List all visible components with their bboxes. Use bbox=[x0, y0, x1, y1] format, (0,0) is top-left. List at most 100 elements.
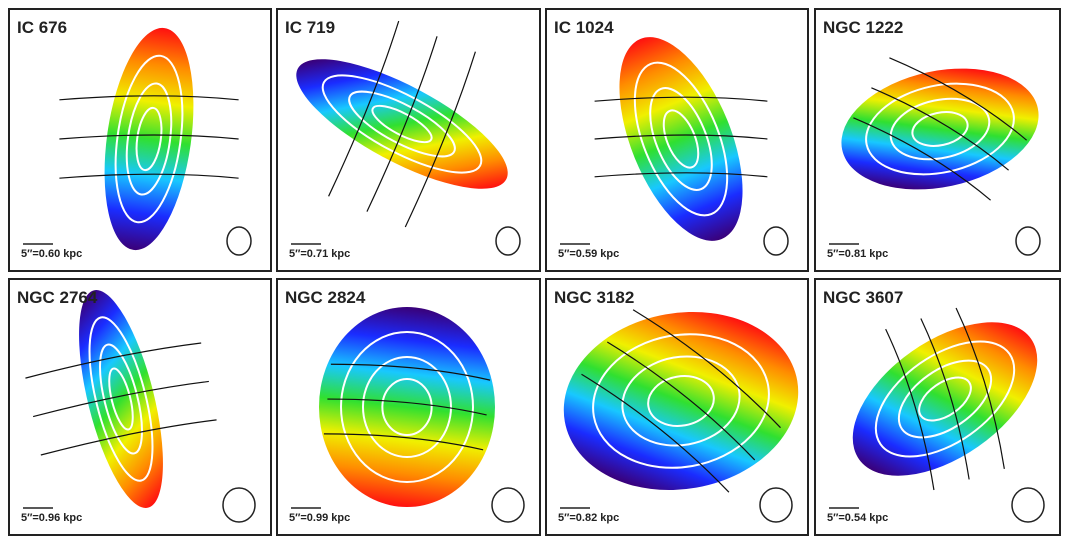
velocity-contour bbox=[581, 373, 730, 493]
intensity-contour bbox=[592, 333, 770, 469]
beam bbox=[759, 487, 793, 523]
panel-title: NGC 1222 bbox=[823, 18, 903, 37]
scale-label: 5″=0.96 kpc bbox=[21, 512, 82, 524]
beam bbox=[222, 487, 256, 523]
velocity-contour bbox=[366, 36, 438, 212]
velocity-contour bbox=[632, 309, 781, 429]
intensity-contour bbox=[114, 54, 184, 224]
intensity-contour bbox=[348, 90, 456, 158]
velocity-map bbox=[841, 57, 1039, 201]
velocity-field bbox=[563, 311, 799, 491]
panel-frame bbox=[814, 278, 1061, 536]
intensity-contour bbox=[874, 340, 1016, 458]
panel: NGC 3607 5″=0.54 kpc bbox=[814, 278, 1061, 536]
intensity-contour bbox=[99, 343, 143, 455]
panel-title: NGC 2824 bbox=[285, 288, 366, 307]
scale-label: 5″=0.54 kpc bbox=[827, 512, 888, 524]
velocity-field bbox=[104, 27, 194, 251]
velocity-contour bbox=[885, 328, 935, 491]
velocity-map bbox=[59, 27, 239, 251]
velocity-contour bbox=[327, 398, 487, 416]
velocity-contour bbox=[404, 51, 476, 228]
velocity-map bbox=[25, 290, 217, 508]
velocity-contour bbox=[871, 87, 1009, 171]
velocity-contour bbox=[330, 363, 491, 381]
intensity-contour bbox=[662, 109, 700, 169]
intensity-contour bbox=[633, 61, 729, 217]
velocity-map bbox=[594, 37, 768, 241]
panel: NGC 3182 5″=0.82 kpc bbox=[545, 278, 809, 536]
panel-frame bbox=[276, 8, 541, 272]
intensity-contour bbox=[647, 375, 715, 427]
scale-label: 5″=0.82 kpc bbox=[558, 512, 619, 524]
beam bbox=[763, 226, 789, 256]
beam bbox=[491, 487, 525, 523]
intensity-contour bbox=[135, 106, 163, 172]
panel-title: NGC 3607 bbox=[823, 288, 903, 307]
panel-title: NGC 2764 bbox=[17, 288, 98, 307]
velocity-field bbox=[319, 307, 495, 507]
panel: NGC 2824 5″=0.99 kpc bbox=[276, 278, 541, 536]
velocity-contour bbox=[59, 173, 239, 179]
velocity-contour bbox=[594, 172, 768, 178]
beam bbox=[1011, 487, 1045, 523]
velocity-contour bbox=[594, 96, 768, 102]
intensity-contour bbox=[897, 359, 993, 439]
velocity-field bbox=[852, 322, 1038, 476]
intensity-contour bbox=[125, 82, 173, 196]
intensity-contour bbox=[649, 87, 713, 191]
scale-label: 5″=0.60 kpc bbox=[21, 248, 82, 260]
scale-label: 5″=0.81 kpc bbox=[827, 248, 888, 260]
panel-frame bbox=[545, 278, 809, 536]
panel-frame bbox=[276, 278, 541, 536]
velocity-map bbox=[296, 20, 508, 228]
velocity-contour bbox=[32, 380, 209, 418]
velocity-map bbox=[319, 307, 495, 507]
panel-title: NGC 3182 bbox=[554, 288, 634, 307]
velocity-contour bbox=[40, 419, 217, 456]
velocity-field bbox=[619, 37, 743, 241]
panel-frame bbox=[545, 8, 809, 272]
velocity-contour bbox=[853, 117, 991, 201]
velocity-map bbox=[563, 309, 799, 493]
velocity-contour bbox=[594, 134, 768, 140]
panel: IC 1024 5″=0.59 kpc bbox=[545, 8, 809, 272]
velocity-field bbox=[296, 59, 508, 189]
panel: IC 676 5″=0.60 kpc bbox=[8, 8, 272, 272]
velocity-contour bbox=[59, 134, 239, 140]
intensity-contour bbox=[108, 367, 134, 431]
panel-frame bbox=[8, 278, 272, 536]
intensity-contour bbox=[865, 82, 1015, 176]
intensity-contour bbox=[381, 378, 433, 436]
beam bbox=[1015, 226, 1041, 256]
intensity-contour bbox=[911, 111, 969, 147]
panel-frame bbox=[814, 8, 1061, 272]
velocity-contour bbox=[328, 20, 400, 197]
velocity-field bbox=[79, 290, 163, 508]
velocity-map bbox=[852, 307, 1038, 491]
intensity-contour bbox=[621, 355, 741, 447]
intensity-contour bbox=[88, 316, 154, 482]
panel-title: IC 1024 bbox=[554, 18, 614, 37]
scale-label: 5″=0.71 kpc bbox=[289, 248, 350, 260]
intensity-contour bbox=[340, 331, 474, 483]
velocity-contour bbox=[606, 341, 756, 461]
panel-title: IC 676 bbox=[17, 18, 67, 37]
beam bbox=[226, 226, 252, 256]
scale-label: 5″=0.59 kpc bbox=[558, 248, 619, 260]
velocity-field bbox=[841, 68, 1039, 190]
scale-label: 5″=0.99 kpc bbox=[289, 512, 350, 524]
velocity-contour bbox=[920, 318, 970, 480]
panel-title: IC 719 bbox=[285, 18, 335, 37]
velocity-contour bbox=[25, 342, 202, 379]
intensity-contour bbox=[889, 97, 991, 161]
panel: IC 719 5″=0.71 kpc bbox=[276, 8, 541, 272]
panel: NGC 1222 5″=0.81 kpc bbox=[814, 8, 1061, 272]
velocity-contour bbox=[59, 95, 239, 101]
intensity-contour bbox=[371, 104, 433, 144]
velocity-contour bbox=[323, 433, 484, 451]
beam bbox=[495, 226, 521, 256]
velocity-contour bbox=[955, 307, 1005, 469]
panel: NGC 2764 5″=0.96 kpc bbox=[8, 278, 272, 536]
